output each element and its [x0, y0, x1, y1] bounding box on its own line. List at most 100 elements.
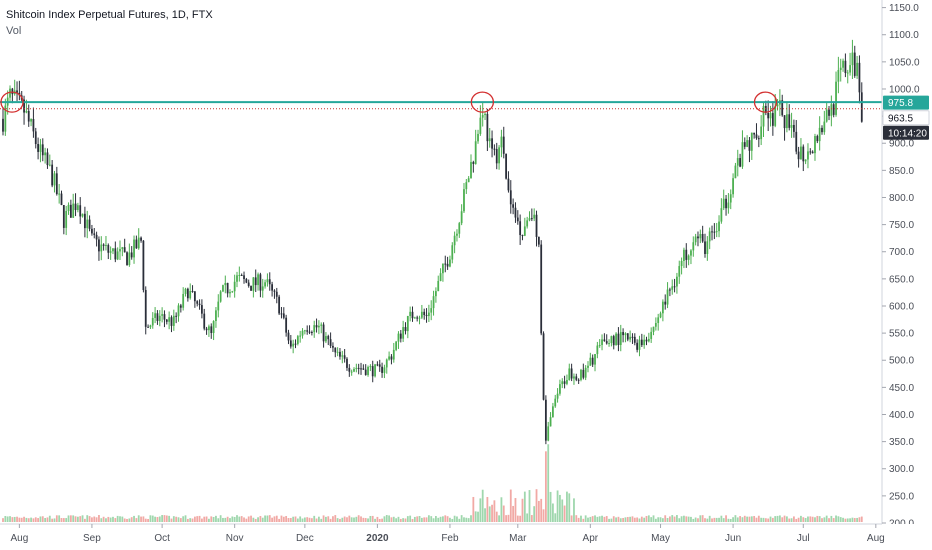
candle-body: [411, 311, 414, 319]
candle-body: [500, 136, 503, 148]
candle: [444, 255, 447, 273]
candle: [856, 55, 858, 79]
candle: [589, 352, 592, 366]
candle-body: [140, 237, 142, 241]
candle: [678, 260, 681, 284]
symbol-title[interactable]: Shitcoin Index Perpetual Futures, 1D, FT…: [6, 9, 213, 21]
candle-body: [177, 305, 180, 317]
candle: [170, 315, 173, 333]
volume-bar: [147, 518, 149, 522]
candle: [121, 246, 124, 257]
candle: [741, 130, 744, 169]
volume-bar: [458, 518, 461, 522]
volume-bar: [430, 516, 433, 522]
candle-body: [371, 366, 374, 377]
candle-body: [9, 88, 11, 98]
candle-body: [636, 342, 639, 350]
candle-body: [37, 143, 39, 152]
price-axis[interactable]: 1150.01100.01050.01000.0950.0900.0850.08…: [881, 0, 932, 550]
volume-bar: [505, 515, 507, 522]
volume-bar: [306, 517, 309, 522]
candle: [561, 378, 564, 389]
candle: [18, 80, 21, 101]
candle-body: [713, 231, 716, 233]
time-tick-label: May: [651, 533, 670, 544]
candle: [629, 330, 632, 343]
candle-body: [198, 303, 201, 306]
price-tick-label: 550.0: [889, 329, 914, 340]
volume-bar: [353, 517, 355, 522]
candle-body: [807, 151, 809, 160]
volume-bar: [535, 489, 538, 522]
candle: [671, 279, 674, 295]
candle-body: [741, 142, 744, 167]
volume-bar: [624, 517, 627, 522]
candle: [661, 299, 664, 322]
candle: [456, 229, 458, 242]
candle: [666, 282, 669, 309]
volume-bar: [161, 515, 164, 522]
volume-bar: [795, 518, 798, 522]
volume-bar: [584, 515, 587, 522]
candle-body: [626, 333, 629, 340]
candle: [488, 127, 491, 148]
candle: [186, 287, 189, 302]
candle-body: [332, 345, 334, 348]
candle: [41, 138, 44, 162]
volume-bar: [750, 516, 753, 522]
candle: [360, 362, 362, 375]
volume-bar: [357, 515, 360, 522]
candle: [282, 307, 285, 320]
volume-bar: [268, 515, 271, 522]
volume-bar: [589, 516, 592, 522]
volume-bar: [694, 517, 697, 522]
volume-bar: [537, 500, 540, 522]
candle-body: [287, 332, 290, 341]
volume-bar: [650, 517, 653, 522]
time-axis[interactable]: Aug Sep Oct Nov Dec 2020 Feb Mar Apr May Jun Jul Aug: [0, 523, 932, 550]
volume-bar: [835, 515, 837, 522]
volume-bar: [800, 515, 802, 522]
candle: [119, 240, 121, 261]
candle: [755, 123, 758, 140]
price-axis-background: [882, 0, 932, 550]
volume-bar: [231, 516, 234, 522]
candle-body: [184, 288, 187, 294]
volume-bar: [247, 516, 250, 522]
candle: [142, 240, 145, 293]
volume-bar: [842, 517, 844, 522]
volume-bar: [378, 518, 381, 522]
volume-bar: [224, 517, 227, 522]
touch-circle: [753, 91, 778, 113]
volume-indicator-label[interactable]: Vol: [6, 25, 22, 37]
candle: [34, 127, 37, 149]
volume-bar: [374, 518, 376, 522]
candle: [563, 375, 566, 389]
candle-body: [507, 178, 510, 191]
candle-body: [495, 149, 498, 164]
candle: [575, 373, 578, 382]
time-tick-label: Jul: [797, 533, 810, 544]
volume-bar: [530, 515, 533, 522]
candle: [498, 145, 500, 170]
candle-body: [584, 367, 587, 378]
candle: [615, 332, 617, 346]
candle: [350, 369, 353, 376]
candle-body: [472, 162, 475, 164]
candle: [210, 323, 213, 339]
volume-bar: [725, 515, 727, 522]
volume-bar: [781, 517, 784, 522]
candle: [32, 107, 35, 138]
volume-bar: [336, 518, 339, 522]
countdown-tag: 10:14:20: [883, 125, 929, 140]
candle-body: [55, 173, 58, 195]
candle-body: [444, 263, 447, 265]
candle: [334, 347, 337, 358]
volume-bar: [81, 515, 84, 522]
volume-bar: [252, 517, 255, 522]
candle: [477, 129, 479, 144]
chart-legend: Shitcoin Index Perpetual Futures, 1D, FT…: [6, 7, 213, 39]
candle: [378, 359, 381, 372]
candle-body: [814, 136, 816, 154]
